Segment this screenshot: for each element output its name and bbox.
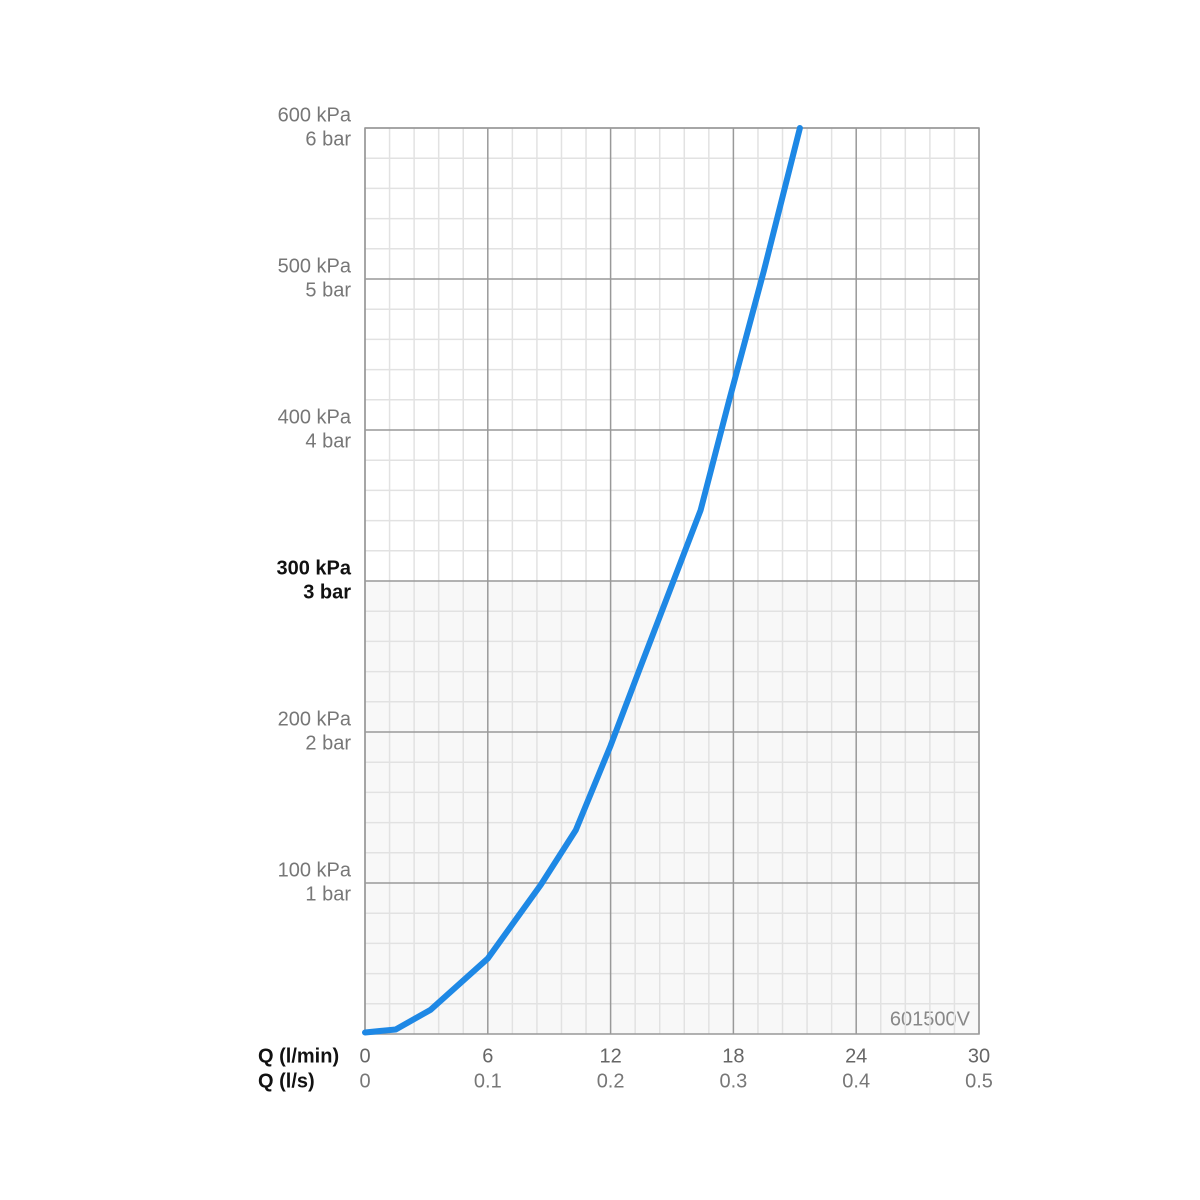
y2-tick-label: 6 bar xyxy=(305,128,351,150)
x-tick-label: 12 xyxy=(599,1045,621,1067)
y2-tick-label: 5 bar xyxy=(305,279,351,301)
x-tick-label: 0 xyxy=(359,1045,370,1067)
x-tick-label: 18 xyxy=(722,1045,744,1067)
x2-tick-label: 0.4 xyxy=(842,1070,870,1092)
y-tick-label: 300 kPa xyxy=(276,557,351,579)
x2-tick-label: 0.5 xyxy=(965,1070,993,1092)
x-axis-title: Q (l/min) xyxy=(258,1045,339,1067)
y2-tick-label: 2 bar xyxy=(305,732,351,754)
y-tick-label: 400 kPa xyxy=(278,406,352,428)
x-tick-label: 30 xyxy=(968,1045,990,1067)
lower-background xyxy=(365,581,979,1034)
x2-tick-label: 0.1 xyxy=(474,1070,502,1092)
x2-tick-label: 0 xyxy=(359,1070,370,1092)
y2-tick-label: 1 bar xyxy=(305,883,351,905)
y2-tick-label: 3 bar xyxy=(303,581,351,603)
y-tick-label: 600 kPa xyxy=(278,104,352,126)
y-tick-label: 500 kPa xyxy=(278,255,352,277)
y-tick-label: 200 kPa xyxy=(278,708,352,730)
data-line xyxy=(362,125,803,1036)
x2-axis-title: Q (l/s) xyxy=(258,1070,315,1092)
y-tick-label: 100 kPa xyxy=(278,859,352,881)
x-tick-label: 24 xyxy=(845,1045,867,1067)
plot-frame xyxy=(364,127,980,1035)
x-tick-label: 6 xyxy=(482,1045,493,1067)
x2-tick-label: 0.2 xyxy=(597,1070,625,1092)
x2-tick-label: 0.3 xyxy=(719,1070,747,1092)
y2-tick-label: 4 bar xyxy=(305,430,351,452)
